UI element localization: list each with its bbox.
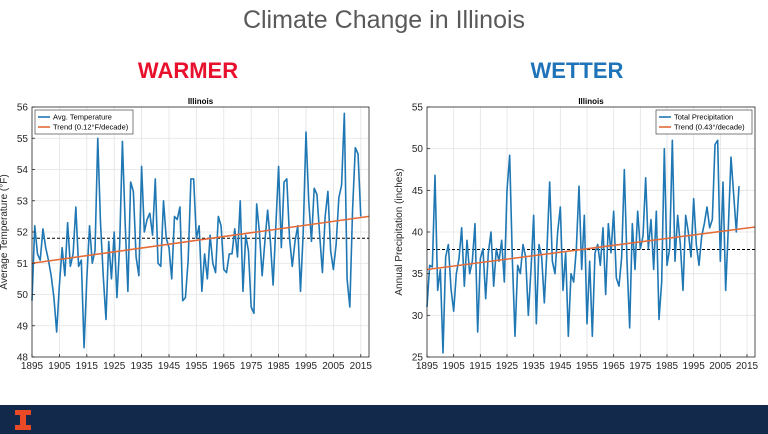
footer-bar <box>0 405 768 434</box>
x-tick-label: 2005 <box>322 361 345 372</box>
temperature-chart: 1895 1905 1915 1925 1935 1945 1955 1965 1975 1985… <box>0 97 373 372</box>
x-tick-label: 2005 <box>709 361 732 372</box>
y-tick-label: 52 <box>17 228 29 239</box>
y-tick-label: 53 <box>17 196 29 207</box>
chart-title: Illinois <box>578 97 604 106</box>
legend-label: Trend (0.12°F/decade) <box>53 123 129 132</box>
y-tick-label: 54 <box>17 165 29 176</box>
x-tick-label: 1965 <box>213 361 236 372</box>
x-tick-label: 1935 <box>130 361 153 372</box>
slide-title: Climate Change in Illinois <box>242 6 526 34</box>
x-tick-label: 1945 <box>158 361 181 372</box>
x-tick-label: 1955 <box>576 361 599 372</box>
x-tick-label: 1995 <box>295 361 318 372</box>
legend-label: Avg. Temperature <box>53 113 112 122</box>
x-tick-label: 1925 <box>496 361 519 372</box>
legend-box <box>34 109 134 135</box>
x-tick-label: 2015 <box>736 361 759 372</box>
y-tick-label: 55 <box>412 103 424 114</box>
x-tick-label: 1955 <box>185 361 208 372</box>
trend-line <box>31 215 370 265</box>
x-tick-label: 1935 <box>523 361 546 372</box>
y-axis-label: Average Temperature (°F) <box>0 174 10 289</box>
x-tick-label: 1905 <box>48 361 71 372</box>
trend-line <box>426 226 756 271</box>
x-tick-label: 1895 <box>21 361 44 372</box>
data-series-line <box>31 112 362 349</box>
x-tick-label: 1975 <box>240 361 263 372</box>
y-tick-label: 30 <box>412 311 424 322</box>
y-tick-label: 56 <box>17 103 29 114</box>
y-tick-label: 55 <box>17 134 29 145</box>
x-tick-label: 1945 <box>549 361 572 372</box>
legend-label: Total Precipitation <box>674 113 733 122</box>
precipitation-chart: 1895 1905 1915 1925 1935 1945 1955 1965 1975 1985… <box>394 97 759 372</box>
x-tick-label: 1925 <box>103 361 126 372</box>
x-tick-label: 1895 <box>416 361 439 372</box>
illinois-block-i-logo <box>15 410 31 430</box>
y-tick-label: 40 <box>412 228 424 239</box>
legend-label: Trend (0.43°/decade) <box>674 123 745 132</box>
chart-title: Illinois <box>188 97 214 106</box>
y-axis-label: Annual Precipitation (inches) <box>394 168 405 295</box>
y-tick-label: 50 <box>412 144 424 155</box>
y-tick-label: 48 <box>17 353 29 364</box>
y-tick-label: 50 <box>17 290 29 301</box>
x-tick-label: 1995 <box>683 361 706 372</box>
x-tick-label: 1965 <box>603 361 626 372</box>
warmer-heading: WARMER <box>137 58 239 83</box>
y-tick-label: 51 <box>17 259 29 270</box>
x-tick-label: 1985 <box>656 361 679 372</box>
wetter-heading: WETTER <box>530 58 624 83</box>
y-tick-label: 35 <box>412 269 424 280</box>
legend-box <box>655 109 753 135</box>
data-series-line <box>426 139 740 354</box>
x-tick-label: 2015 <box>350 361 373 372</box>
x-tick-label: 1905 <box>443 361 466 372</box>
x-tick-label: 1985 <box>267 361 290 372</box>
y-tick-label: 49 <box>17 321 29 332</box>
x-tick-label: 1975 <box>629 361 652 372</box>
x-tick-label: 1915 <box>469 361 492 372</box>
x-tick-label: 1915 <box>76 361 99 372</box>
y-tick-label: 25 <box>412 353 424 364</box>
y-tick-label: 45 <box>412 186 424 197</box>
